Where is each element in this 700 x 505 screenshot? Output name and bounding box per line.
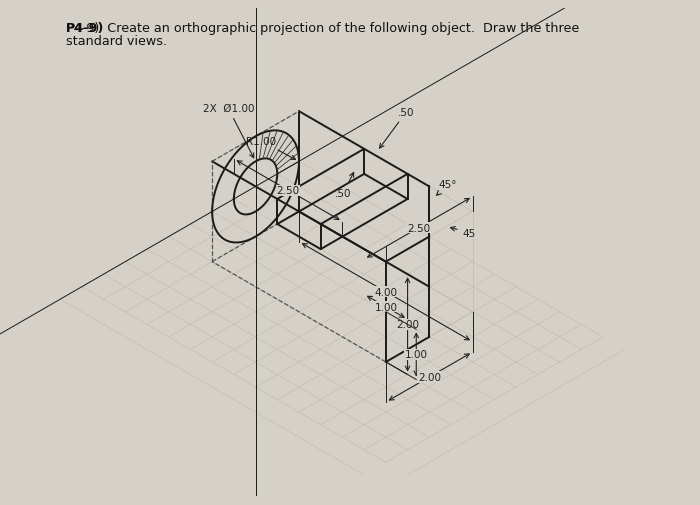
- Text: standard views.: standard views.: [66, 35, 167, 48]
- Text: 2.00: 2.00: [418, 372, 441, 382]
- Text: 2X  Ø1.00: 2X Ø1.00: [202, 104, 254, 159]
- Text: .50: .50: [335, 173, 354, 198]
- Text: 2.50: 2.50: [276, 186, 300, 196]
- Text: 45: 45: [451, 227, 476, 238]
- Text: 4.00: 4.00: [374, 287, 398, 297]
- Text: 1.00: 1.00: [405, 350, 428, 360]
- Text: .50: .50: [379, 108, 414, 149]
- Text: P4-9)  Create an orthographic projection of the following object.  Draw the thre: P4-9) Create an orthographic projection …: [66, 22, 579, 35]
- Text: 45°: 45°: [437, 180, 457, 196]
- Text: P4-9): P4-9): [66, 22, 104, 35]
- Text: 2.00: 2.00: [396, 320, 419, 330]
- Text: 2.50: 2.50: [407, 223, 430, 233]
- Text: 1.00: 1.00: [374, 302, 398, 312]
- Text: R1.00: R1.00: [246, 137, 295, 160]
